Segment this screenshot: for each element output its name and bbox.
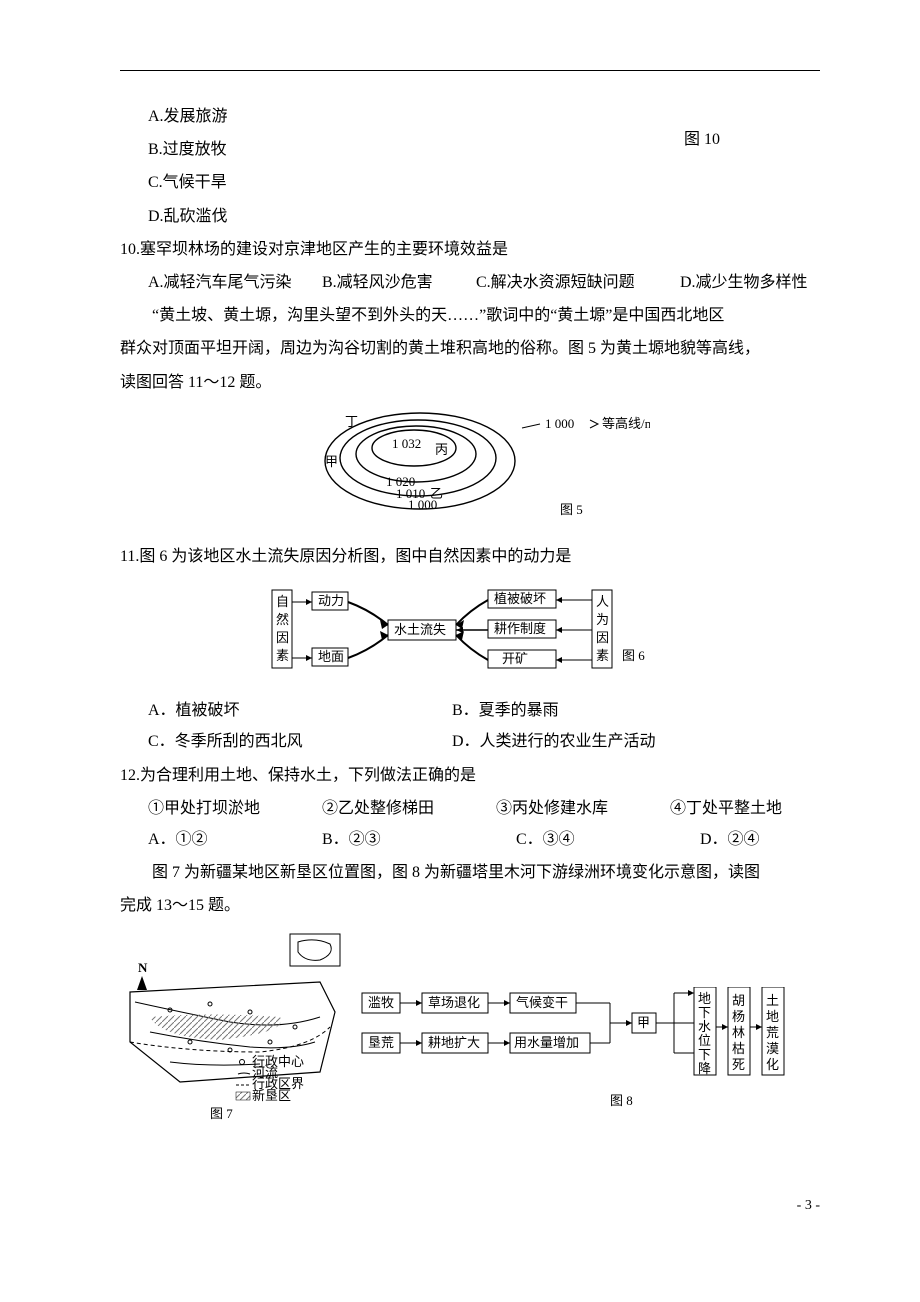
q10-option-a: A.减轻汽车尾气污染 <box>148 267 318 298</box>
svg-text:因: 因 <box>276 630 289 645</box>
fig8-label: 图 8 <box>610 1093 633 1108</box>
svg-text:1 000: 1 000 <box>545 416 574 431</box>
q12-option-d: D．②④ <box>700 824 810 855</box>
svg-text:1 000: 1 000 <box>408 497 437 512</box>
q12-item-2: ②乙处整修梯田 <box>322 793 492 824</box>
svg-text:降: 降 <box>698 1061 711 1076</box>
svg-text:N: N <box>138 960 148 975</box>
passage1-line3: 读图回答 11～12 题。 <box>120 367 820 398</box>
svg-text:枯: 枯 <box>732 1041 745 1056</box>
q12-option-b: B．②③ <box>322 824 512 855</box>
svg-text:下: 下 <box>698 1047 711 1062</box>
svg-text:地: 地 <box>698 991 711 1006</box>
q9-option-c: C.气候干旱 <box>148 167 820 198</box>
svg-text:为: 为 <box>596 612 609 627</box>
svg-text:气候变干: 气候变干 <box>516 995 568 1010</box>
fig5-point-jia: 甲 <box>325 454 338 469</box>
svg-text:下: 下 <box>698 1005 711 1020</box>
fig10-label: 图 10 <box>684 124 720 155</box>
q12-item-3: ③丙处修建水库 <box>496 793 666 824</box>
passage1-line1: “黄土坡、黄土塬，沟里头望不到外头的天……”歌词中的“黄土塬”是中国西北地区 <box>120 300 820 331</box>
svg-text:植被破坏: 植被破坏 <box>494 591 546 606</box>
svg-text:动力: 动力 <box>318 593 344 608</box>
figure-6: 自然因素 人为因素 动力 地面 水土流失 植被破坏 耕作制度 开矿 图 6 <box>120 580 820 691</box>
svg-text:胡: 胡 <box>732 993 745 1008</box>
q10-option-d: D.减少生物多样性 <box>680 267 808 298</box>
page-number: - 3 - <box>120 1192 820 1219</box>
fig5-point-bing: 丙 <box>435 442 448 457</box>
svg-text:地面: 地面 <box>318 649 344 664</box>
passage2-line1: 图 7 为新疆某地区新垦区位置图，图 8 为新疆塔里木河下游绿洲环境变化示意图，… <box>120 857 820 888</box>
svg-text:垦荒: 垦荒 <box>368 1035 394 1050</box>
svg-text:耕作制度: 耕作制度 <box>494 621 546 636</box>
svg-text:人: 人 <box>596 594 609 609</box>
q12-item-4: ④丁处平整土地 <box>670 793 810 824</box>
passage1-line2: 群众对顶面平坦开阔，周边为沟谷切割的黄土堆积高地的俗称。图 5 为黄土塬地貌等高… <box>120 333 820 364</box>
svg-text:水: 水 <box>698 1019 711 1034</box>
figure-7: N 行政中心 <box>120 932 350 1133</box>
svg-text:用水量增加: 用水量增加 <box>514 1035 579 1050</box>
svg-text:地: 地 <box>766 1009 779 1024</box>
q11-option-a: A．植被破坏 <box>148 695 448 726</box>
svg-text:草场退化: 草场退化 <box>428 995 480 1010</box>
svg-text:甲: 甲 <box>637 1015 650 1030</box>
svg-text:耕地扩大: 耕地扩大 <box>428 1035 480 1050</box>
q10-option-c: C.解决水资源短缺问题 <box>476 267 676 298</box>
q12-option-c: C．③④ <box>516 824 696 855</box>
q10-stem: 10.塞罕坝林场的建设对京津地区产生的主要环境效益是 <box>120 234 820 265</box>
svg-text:新垦区: 新垦区 <box>252 1088 291 1103</box>
q11-stem: 11.图 6 为该地区水土流失原因分析图，图中自然因素中的动力是 <box>120 541 820 572</box>
q9-option-d: D.乱砍滥伐 <box>148 201 820 232</box>
q11-option-b: B．夏季的暴雨 <box>452 695 752 726</box>
svg-text:荒: 荒 <box>766 1025 779 1040</box>
q12-option-a: A．①② <box>148 824 318 855</box>
svg-text:因: 因 <box>596 630 609 645</box>
svg-text:土: 土 <box>766 993 779 1008</box>
q11-option-c: C．冬季所刮的西北风 <box>148 726 448 757</box>
svg-text:然: 然 <box>276 612 289 627</box>
svg-text:等高线/m: 等高线/m <box>602 416 650 431</box>
svg-text:林: 林 <box>732 1025 745 1040</box>
q12-stem: 12.为合理利用土地、保持水土，下列做法正确的是 <box>120 760 820 791</box>
svg-text:漠: 漠 <box>766 1041 779 1056</box>
figure-8: 滥牧 草场退化 气候变干 垦荒 耕地扩大 用水量增加 甲 <box>360 987 830 1128</box>
svg-text:死: 死 <box>732 1057 745 1072</box>
svg-text:素: 素 <box>276 648 289 663</box>
svg-text:水土流失: 水土流失 <box>394 622 446 637</box>
fig7-label: 图 7 <box>210 1106 233 1121</box>
svg-text:1 032: 1 032 <box>392 436 421 451</box>
svg-text:位: 位 <box>698 1033 711 1048</box>
svg-text:滥牧: 滥牧 <box>368 995 394 1010</box>
fig5-label: 图 5 <box>560 502 583 517</box>
svg-text:素: 素 <box>596 648 609 663</box>
svg-text:化: 化 <box>766 1057 779 1072</box>
passage2-line2: 完成 13～15 题。 <box>120 890 820 921</box>
svg-text:开矿: 开矿 <box>502 651 528 666</box>
svg-text:自: 自 <box>276 594 289 609</box>
figure-5: 丁 甲 丙 乙 1 032 1 020 1 010 1 000 1 000 等高… <box>120 406 820 537</box>
q11-option-d: D．人类进行的农业生产活动 <box>452 726 752 757</box>
fig6-label: 图 6 <box>622 648 645 663</box>
q12-item-1: ①甲处打坝淤地 <box>148 793 318 824</box>
fig5-point-ding: 丁 <box>345 414 358 429</box>
q10-option-b: B.减轻风沙危害 <box>322 267 472 298</box>
svg-text:杨: 杨 <box>732 1009 745 1024</box>
